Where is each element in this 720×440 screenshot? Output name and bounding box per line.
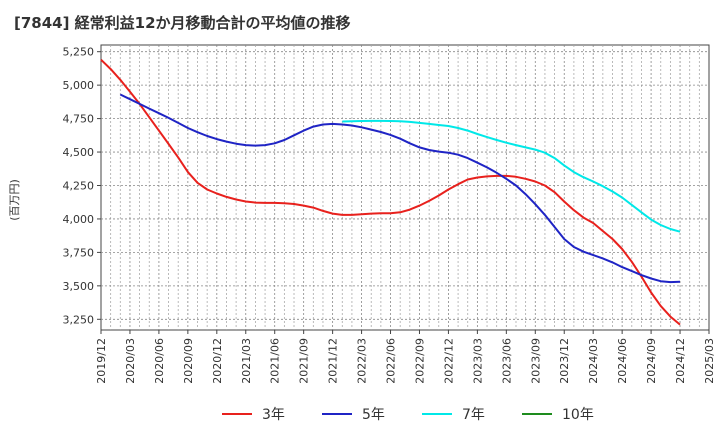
x-tick-label: 2023/09 [529,338,542,384]
legend-label: 10年 [562,407,594,423]
x-tick-label: 2022/03 [356,338,369,384]
y-tick-label: 3,500 [63,280,95,293]
x-tick-label: 2024/06 [616,338,629,384]
x-tick-label: 2024/09 [645,338,658,384]
x-tick-label: 2020/09 [182,338,195,384]
x-tick-label: 2021/12 [327,338,340,384]
chart-title: [7844] 経常利益12か月移動合計の平均値の推移 [14,14,351,32]
horizontal-gridlines [101,51,709,320]
x-tick-label: 2023/06 [500,338,513,384]
y-tick-label: 5,000 [63,79,95,92]
legend: 3年 5年 7年 10年 [222,407,594,423]
x-tick-label: 2020/12 [211,338,224,384]
y-tick-label: 4,250 [63,179,95,192]
vertical-gridlines [110,45,700,330]
y-tick-label: 5,250 [63,46,95,59]
x-tick-label: 2024/03 [587,338,600,384]
x-tick-label: 2022/09 [413,338,426,384]
y-tick-label: 3,750 [63,246,95,259]
x-tick-label: 2023/12 [558,338,571,384]
series-line [100,58,681,326]
x-tick-label: 2021/03 [240,338,253,384]
legend-label: 7年 [462,407,485,423]
series-lines [100,58,681,326]
series-line [119,93,681,284]
x-tick-label: 2025/03 [703,338,716,384]
y-axis-ticks: 3,250 3,500 3,750 4,000 4,250 4,500 4,750 5,000… [63,46,101,326]
x-tick-label: 2022/12 [442,338,455,384]
x-tick-label: 2023/03 [471,338,484,384]
x-tick-label: 2021/06 [269,338,282,384]
x-tick-label: 2024/12 [674,338,687,384]
legend-label: 3年 [262,407,285,423]
y-tick-label: 3,250 [63,313,95,326]
y-tick-label: 4,000 [63,213,95,226]
legend-label: 5年 [362,407,385,423]
x-tick-label: 2020/03 [124,338,137,384]
x-axis-ticks: 2019/12 2020/03 2020/06 2020/09 2020/12 2021/… [95,330,716,384]
x-tick-label: 2020/06 [153,338,166,384]
x-tick-label: 2022/06 [385,338,398,384]
x-tick-label: 2021/09 [298,338,311,384]
x-tick-label: 2019/12 [95,338,108,384]
series-line [342,119,681,233]
plot-area-border [100,44,710,331]
y-tick-label: 4,750 [63,113,95,126]
y-tick-label: 4,500 [63,146,95,159]
y-axis-label: (百万円) [8,179,21,221]
